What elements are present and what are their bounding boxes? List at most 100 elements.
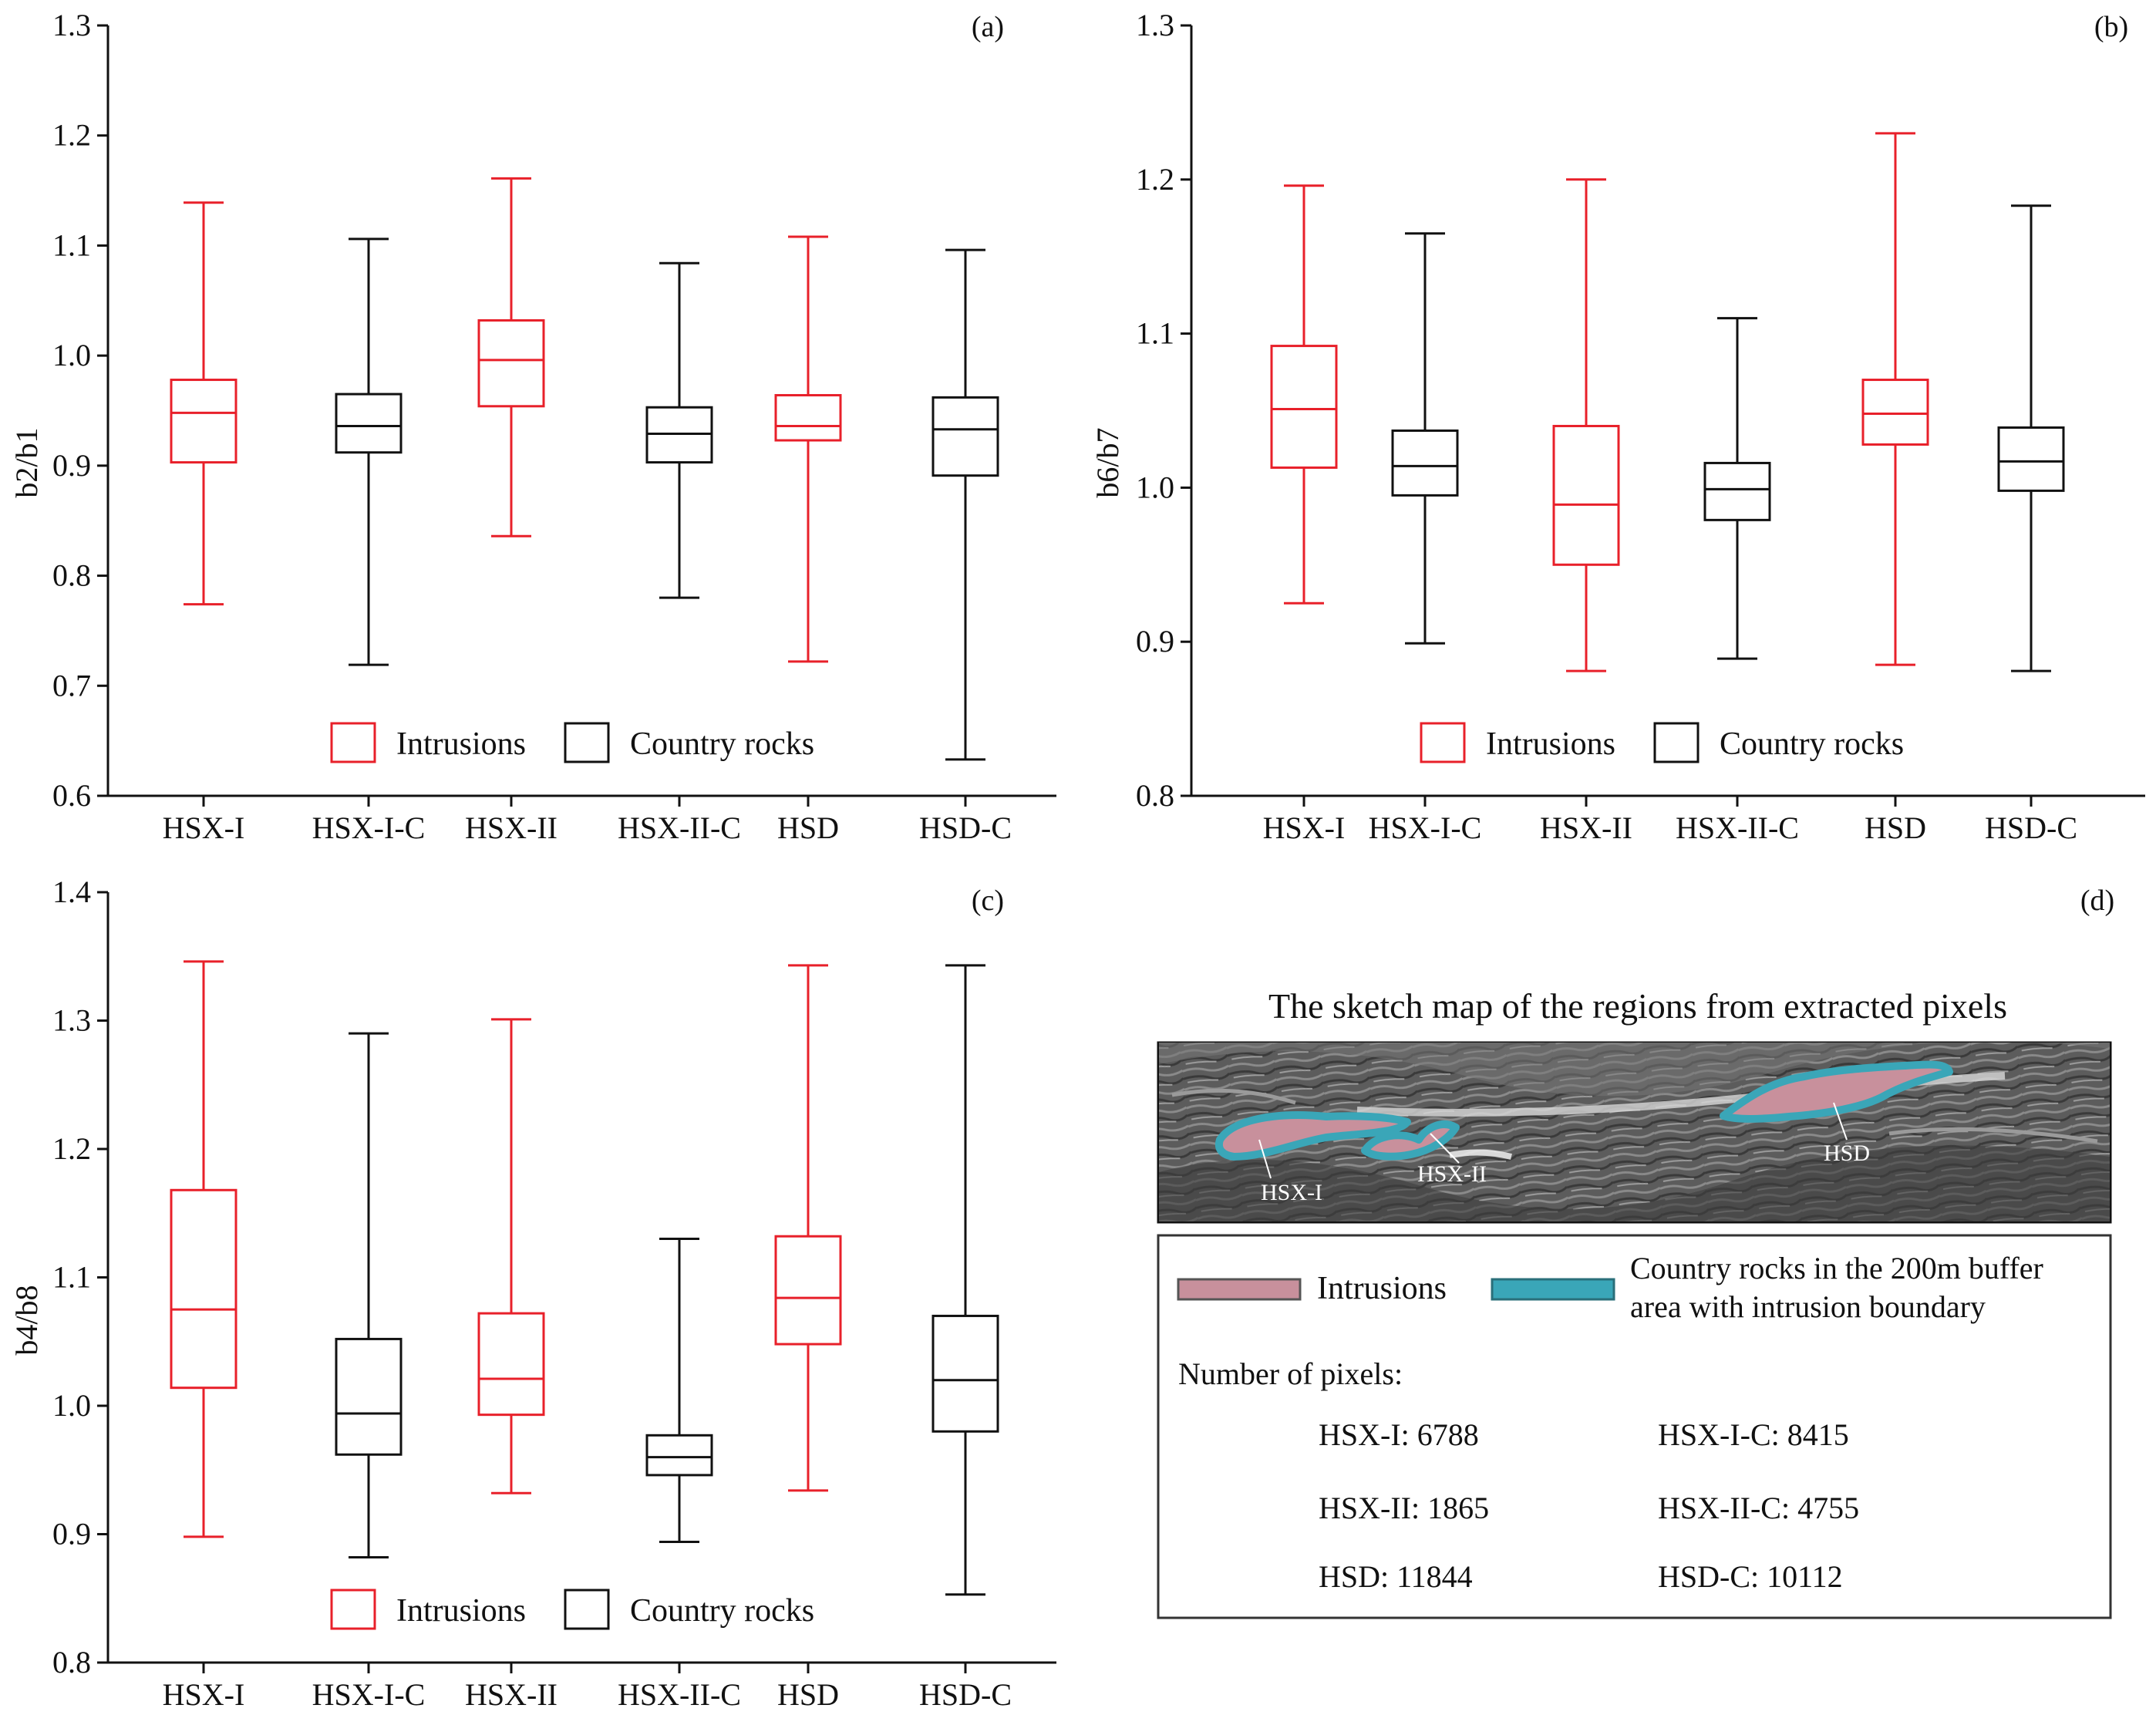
box-hsx-i-c [335,1032,403,1558]
sketch-map: HSX-I HSX-II HSD [1157,1041,2112,1224]
x-tick-label: HSX-I [163,1677,245,1712]
x-tick-label: HSD-C [919,1677,1012,1712]
panel-letter: (c) [972,884,1004,917]
iqr-box [477,1312,545,1417]
x-tick-label: HSX-II-C [618,1677,741,1712]
box-hsx-ii [477,177,545,537]
hsx-ii-region [1361,1120,1460,1161]
x-tick-label: HSX-I-C [1369,810,1482,845]
y-tick-label: 1.0 [52,338,91,372]
y-tick-label: 0.7 [52,668,91,703]
x-tick-label: HSX-I [1263,810,1346,845]
y-tick-label: 1.2 [52,1131,91,1166]
axes: 0.6 0.7 0.8 0.9 1.0 1.1 1.2 1.3 HSX-I HSX-I-C HSX-… [52,8,1056,845]
box-plot-b4-b8: (c) b4/b8 0.8 0.9 1.0 1.1 1.2 1.3 1.4 HSX-I HSX-… [9,874,1056,1712]
y-tick-label: 1.2 [52,118,91,153]
legend-label-country-rocks: Country rocks [630,726,814,762]
axes: 0.8 0.9 1.0 1.1 1.2 1.3 HSX-I HSX-I-C HSX-II HSX-… [1136,8,2145,845]
y-tick-label: 0.8 [52,558,91,593]
box-series [170,960,999,1596]
x-tick-label: HSD-C [919,810,1012,845]
y-tick-label: 0.6 [52,778,91,813]
y-tick-label: 1.3 [52,1003,91,1038]
pixel-count: HSD: 11844 [1319,1559,1473,1594]
box-plot-b6-b7: (b) b6/b7 0.8 0.9 1.0 1.1 1.2 1.3 HSX-I HSX-I-C… [1090,8,2145,845]
y-tick-label: 1.0 [1136,470,1174,504]
y-tick-label: 0.8 [1136,778,1174,813]
iqr-box [1391,429,1459,497]
legend: Intrusions Country rocks [330,722,814,763]
x-tick-label: HSX-II-C [618,810,741,845]
x-tick-label: HSD [1865,810,1926,845]
legend-swatch-intrusions [1420,722,1466,763]
y-tick-label: 0.9 [52,448,91,483]
box-hsx-ii-c [1703,317,1771,660]
iqr-box [335,1337,403,1456]
legend-label-intrusions: Intrusions [396,1593,526,1629]
iqr-box [1703,461,1771,521]
iqr-box [931,1314,999,1433]
y-tick-label: 0.8 [52,1645,91,1680]
legend-label-country-rocks: Country rocks [630,1593,814,1629]
box-hsx-ii-c [645,1238,713,1543]
map-label-hsd: HSD [1824,1141,1870,1166]
legend-label-country-rocks: Country rocks [1720,726,1904,762]
box-hsd [774,235,842,663]
box-hsx-i [170,960,237,1538]
x-tick-label: HSD-C [1985,810,2077,845]
x-tick-label: HSX-I-C [312,1677,426,1712]
box-hsd-c [931,964,999,1596]
x-tick-label: HSD [777,1677,839,1712]
legend-swatch-country-rocks [564,722,610,763]
legend-label-buffer-line2: area with intrusion boundary [1630,1289,1986,1324]
x-tick-label: HSX-I [163,810,245,845]
x-tick-label: HSX-I-C [312,810,426,845]
y-tick-label: 1.0 [52,1388,91,1423]
y-axis-title: b2/b1 [9,427,44,497]
x-tick-label: HSX-II [465,1677,558,1712]
sketch-map-panel: (d) The sketch map of the regions from e… [1157,884,2114,1619]
legend-swatch-country-rocks [1653,722,1700,763]
legend-label-intrusions: Intrusions [1486,726,1615,762]
iqr-box [1270,345,1338,469]
y-tick-label: 1.3 [52,8,91,42]
axes: 0.8 0.9 1.0 1.1 1.2 1.3 1.4 HSX-I HSX-I-C HSX-II H… [52,874,1056,1712]
box-hsd [774,964,842,1492]
box-hsx-i-c [335,238,403,666]
iqr-box [1861,379,1929,446]
iqr-box [170,1188,237,1390]
box-hsx-ii [1552,178,1620,672]
y-tick-label: 1.2 [1136,162,1174,197]
iqr-box [1997,426,2065,492]
legend-label-buffer-line1: Country rocks in the 200m buffer [1630,1251,2043,1285]
map-label-hsx-i: HSX-I [1261,1180,1322,1205]
hsx-i-region [1215,1111,1411,1161]
map-label-hsx-ii: HSX-II [1417,1161,1487,1187]
iqr-box [645,1434,713,1477]
x-tick-label: HSD [777,810,839,845]
y-tick-label: 1.1 [52,227,91,262]
legend-label-intrusions: Intrusions [1317,1271,1447,1306]
legend-swatch-intrusions [330,722,376,763]
y-tick-label: 1.1 [52,1260,91,1295]
y-tick-label: 1.1 [1136,316,1174,351]
y-axis-title: b4/b8 [9,1285,44,1355]
legend-swatch-intrusions [330,1589,376,1630]
legend-swatch-intrusions [1177,1278,1302,1301]
x-tick-label: HSX-II-C [1676,810,1799,845]
box-hsx-ii-c [645,261,713,599]
legend: Intrusions Country rocks [330,1589,814,1630]
legend-swatch-country-rocks [564,1589,610,1630]
y-tick-label: 1.4 [52,874,91,909]
x-tick-label: HSX-II [465,810,558,845]
y-tick-label: 1.3 [1136,8,1174,42]
box-hsd-c [1997,204,2065,672]
legend-swatch-buffer [1491,1278,1615,1301]
legend: Intrusions Country rocks [1420,722,1904,763]
iqr-box [774,1235,842,1346]
pixel-count: HSD-C: 10112 [1658,1559,1843,1594]
box-hsx-ii [477,1018,545,1494]
y-tick-label: 0.9 [52,1517,91,1552]
pixel-count: HSX-I-C: 8415 [1658,1417,1849,1452]
